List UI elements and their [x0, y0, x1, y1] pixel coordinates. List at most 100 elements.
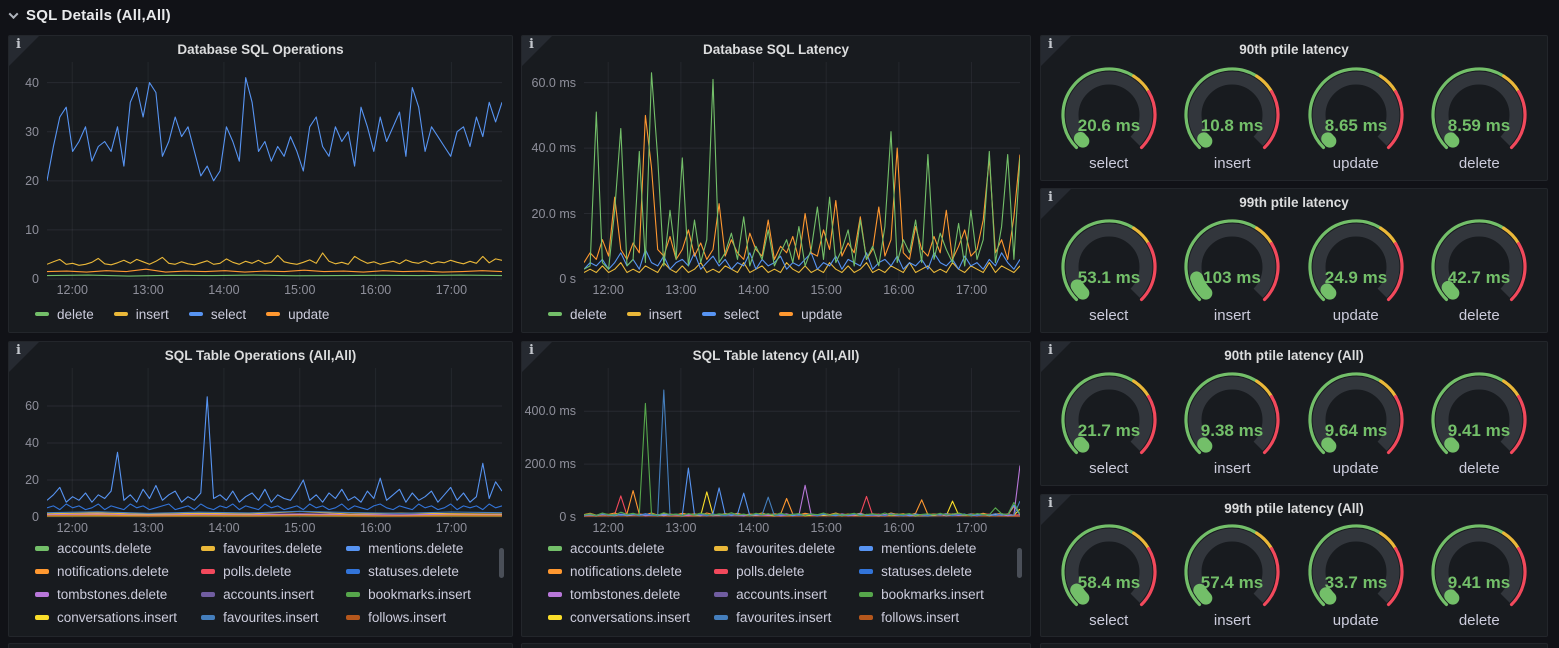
- legend-item-favourites.delete[interactable]: favourites.delete: [714, 540, 835, 557]
- legend-item-conversations.insert[interactable]: conversations.insert: [548, 609, 690, 626]
- panel-title[interactable]: 99th ptile latency (All): [1224, 500, 1364, 516]
- gauge-value: 8.65 ms: [1325, 116, 1387, 135]
- panel-title[interactable]: 90th ptile latency (All): [1224, 347, 1364, 363]
- x-axis: 12:00 13:00 14:00 15:00 16:00 17:00: [584, 518, 1020, 538]
- x-tick-label: 15:00: [284, 283, 316, 297]
- gauge-label: select: [1089, 307, 1129, 324]
- y-axis: 0 s 20.0 ms 40.0 ms 60.0 ms: [522, 62, 584, 286]
- legend-swatch: [266, 311, 281, 317]
- legend-swatch: [859, 592, 874, 597]
- legend-item-accounts.insert[interactable]: accounts.insert: [201, 586, 322, 603]
- legend-item-delete[interactable]: delete: [35, 306, 94, 323]
- legend-label: accounts.insert: [736, 587, 827, 602]
- legend-item-follows.insert[interactable]: follows.insert: [859, 609, 984, 626]
- legend-item-statuses.delete[interactable]: statuses.delete: [346, 563, 471, 580]
- legend-label: select: [723, 306, 760, 322]
- x-tick-label: 14:00: [208, 283, 240, 297]
- legend-swatch: [188, 311, 203, 317]
- panel-title[interactable]: SQL Table latency (All,All): [692, 347, 860, 363]
- legend-item-mentions.delete[interactable]: mentions.delete: [346, 540, 471, 557]
- legend-item-notifications.delete[interactable]: notifications.delete: [35, 563, 177, 580]
- x-tick-label: 13:00: [665, 283, 697, 297]
- legend-item-favourites.insert[interactable]: favourites.insert: [714, 609, 835, 626]
- y-tick-label: 200.0 ms: [524, 457, 576, 472]
- legend-item-bookmarks.insert[interactable]: bookmarks.insert: [346, 586, 471, 603]
- legend-item-delete[interactable]: delete: [548, 306, 607, 323]
- legend-swatch: [201, 546, 216, 551]
- legend-item-accounts.delete[interactable]: accounts.delete: [35, 540, 177, 557]
- x-tick-label: 16:00: [883, 521, 915, 535]
- panel-title[interactable]: SQL Table Operations (All,All): [164, 347, 357, 363]
- panel-title[interactable]: 90th ptile latency: [1239, 41, 1349, 57]
- y-tick-label: 0 s: [559, 272, 576, 286]
- legend-label: polls.delete: [736, 564, 805, 579]
- plot-area[interactable]: [47, 62, 502, 280]
- legend-label: notifications.delete: [570, 564, 682, 579]
- gauge-label: delete: [1458, 154, 1500, 172]
- legend-label: accounts.delete: [570, 541, 665, 556]
- legend-label: follows.insert: [368, 610, 447, 625]
- legend-item-insert[interactable]: insert: [626, 306, 682, 323]
- legend-item-polls.delete[interactable]: polls.delete: [201, 563, 322, 580]
- legend-item-insert[interactable]: insert: [113, 306, 169, 323]
- legend-swatch: [859, 615, 874, 620]
- gauge-group: 21.7 ms select 9.38 ms insert 9.64 ms update 9…: [1041, 368, 1547, 485]
- legend-item-conversations.insert[interactable]: conversations.insert: [35, 609, 177, 626]
- legend-item-follows.insert[interactable]: follows.insert: [346, 609, 471, 626]
- legend-item-bookmarks.insert[interactable]: bookmarks.insert: [859, 586, 984, 603]
- section-row-sql-details[interactable]: SQL Details (All,All): [0, 0, 1559, 30]
- legend-label: insert: [135, 306, 169, 322]
- legend-swatch: [201, 569, 216, 574]
- legend-label: favourites.insert: [223, 610, 319, 625]
- plot-area[interactable]: [584, 62, 1020, 280]
- legend: accounts.delete favourites.delete mentions…: [548, 540, 1022, 630]
- legend-swatch: [201, 592, 216, 597]
- x-axis: 12:00 13:00 14:00 15:00 16:00 17:00: [584, 280, 1020, 300]
- legend-scrollbar[interactable]: [499, 548, 504, 578]
- panel-90th-ptile-latency-all: i 90th ptile latency (All) 21.7 ms select…: [1040, 341, 1548, 486]
- legend-label: mentions.delete: [368, 541, 464, 556]
- panel-sql-table-operations: i SQL Table Operations (All,All) 0 20 40 60…: [8, 341, 513, 637]
- y-tick-label: 20: [25, 473, 39, 487]
- legend-item-tombstones.delete[interactable]: tombstones.delete: [548, 586, 690, 603]
- legend-item-statuses.delete[interactable]: statuses.delete: [859, 563, 984, 580]
- gauge-group: 20.6 ms select 10.8 ms insert 8.65 ms update 8…: [1041, 62, 1547, 180]
- plot-area[interactable]: [47, 368, 502, 518]
- gauge-value: 53.1 ms: [1078, 268, 1140, 287]
- legend-label: bookmarks.insert: [368, 587, 471, 602]
- legend-item-update[interactable]: update: [266, 306, 329, 323]
- plot-area[interactable]: [584, 368, 1020, 518]
- panel-title[interactable]: Database SQL Operations: [177, 41, 344, 57]
- legend-item-tombstones.delete[interactable]: tombstones.delete: [35, 586, 177, 603]
- gauge-label: update: [1332, 612, 1379, 629]
- gauge-label: update: [1332, 460, 1379, 477]
- legend: delete insert select update: [548, 302, 1022, 326]
- legend-item-notifications.delete[interactable]: notifications.delete: [548, 563, 690, 580]
- y-axis: 0 20 40 60: [9, 368, 47, 524]
- legend-item-accounts.delete[interactable]: accounts.delete: [548, 540, 690, 557]
- panel-title[interactable]: Database SQL Latency: [702, 41, 850, 57]
- legend-swatch: [35, 311, 49, 317]
- legend-item-select[interactable]: select: [188, 306, 246, 323]
- legend-item-favourites.delete[interactable]: favourites.delete: [201, 540, 322, 557]
- legend-item-update[interactable]: update: [779, 306, 842, 323]
- legend-label: bookmarks.insert: [881, 587, 984, 602]
- gauge-label: update: [1332, 307, 1379, 324]
- legend-scrollbar[interactable]: [1017, 548, 1022, 578]
- legend-item-select[interactable]: select: [701, 306, 760, 323]
- gauge-value: 20.6 ms: [1078, 116, 1140, 135]
- gauge-insert: 57.4 ms insert: [1171, 522, 1295, 629]
- gauge-label: delete: [1458, 612, 1500, 629]
- legend-item-polls.delete[interactable]: polls.delete: [714, 563, 835, 580]
- legend-item-favourites.insert[interactable]: favourites.insert: [201, 609, 322, 626]
- gauge-update: 9.64 ms update: [1294, 370, 1418, 477]
- panel-title[interactable]: 99th ptile latency: [1239, 194, 1349, 210]
- gauge-value: 9.41 ms: [1448, 573, 1510, 592]
- next-row-panel-edge: [1040, 643, 1548, 648]
- legend-item-accounts.insert[interactable]: accounts.insert: [714, 586, 835, 603]
- gauge-update: 24.9 ms update: [1294, 217, 1418, 324]
- legend-swatch: [714, 569, 729, 574]
- legend-item-mentions.delete[interactable]: mentions.delete: [859, 540, 984, 557]
- gauge-value: 33.7 ms: [1325, 573, 1387, 592]
- x-tick-label: 16:00: [359, 283, 392, 297]
